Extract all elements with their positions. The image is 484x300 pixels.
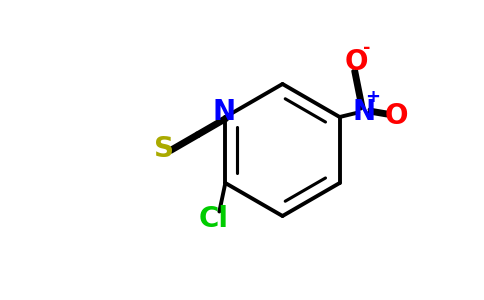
Text: +: + [365, 88, 380, 106]
Text: S: S [154, 135, 174, 163]
Text: Cl: Cl [198, 205, 228, 233]
Text: O: O [385, 101, 408, 130]
Text: N: N [352, 98, 375, 127]
Text: -: - [363, 39, 370, 57]
Text: O: O [345, 47, 368, 76]
Text: N: N [212, 98, 235, 127]
